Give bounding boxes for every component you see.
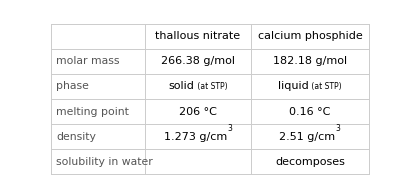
Text: solubility in water: solubility in water [56, 157, 153, 167]
Text: 3: 3 [227, 124, 231, 133]
Text: 1.273 g/cm: 1.273 g/cm [164, 132, 227, 142]
Text: liquid: liquid [278, 81, 308, 91]
Text: 3: 3 [335, 124, 339, 133]
Text: solid: solid [168, 81, 194, 91]
Text: calcium phosphide: calcium phosphide [257, 31, 362, 41]
Text: (at STP): (at STP) [194, 82, 227, 91]
Text: molar mass: molar mass [56, 56, 119, 66]
Text: 206 °C: 206 °C [178, 107, 216, 117]
Text: 266.38 g/mol: 266.38 g/mol [160, 56, 234, 66]
Text: density: density [56, 132, 96, 142]
Text: thallous nitrate: thallous nitrate [155, 31, 240, 41]
Text: 2.51 g/cm: 2.51 g/cm [279, 132, 335, 142]
Text: phase: phase [56, 81, 89, 91]
Text: melting point: melting point [56, 107, 128, 117]
Text: 0.16 °C: 0.16 °C [288, 107, 330, 117]
Text: decomposes: decomposes [274, 157, 344, 167]
Text: (at STP): (at STP) [308, 82, 341, 91]
Text: 182.18 g/mol: 182.18 g/mol [272, 56, 346, 66]
